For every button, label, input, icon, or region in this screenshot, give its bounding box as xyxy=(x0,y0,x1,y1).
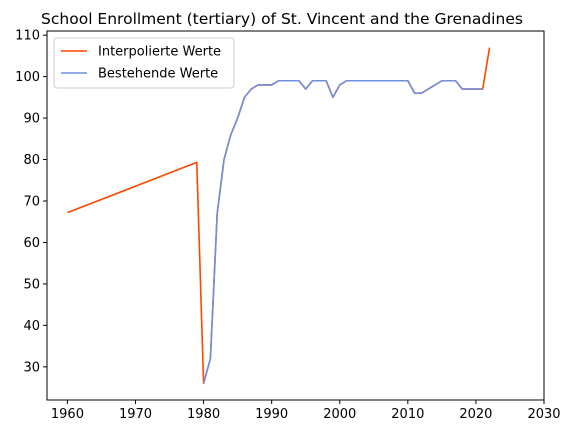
y-tick-label: 60 xyxy=(23,236,40,251)
series-line-existing xyxy=(202,79,483,384)
x-tick-label: 2020 xyxy=(459,407,492,422)
chart-title: School Enrollment (tertiary) of St. Vinc… xyxy=(41,10,523,28)
y-tick-label: 110 xyxy=(15,29,40,44)
x-axis: 1960 1970 1980 1990 2000 2010 2020 2030 xyxy=(51,400,561,422)
y-tick-label: 80 xyxy=(23,153,40,168)
y-tick-label: 100 xyxy=(15,70,40,85)
x-tick-label: 1970 xyxy=(119,407,152,422)
legend-label: Bestehende Werte xyxy=(98,67,218,82)
y-tick-label: 90 xyxy=(23,112,40,127)
series-layer xyxy=(67,47,491,385)
y-axis: 30 40 50 60 70 80 90 100 110 xyxy=(15,29,47,375)
y-tick-label: 50 xyxy=(23,277,40,292)
series-line-interpolated xyxy=(67,47,491,385)
x-tick-label: 2010 xyxy=(391,407,424,422)
legend-box xyxy=(53,37,235,89)
y-tick-label: 70 xyxy=(23,194,40,209)
legend-label: Interpolierte Werte xyxy=(98,45,221,60)
x-tick-label: 1990 xyxy=(255,407,288,422)
y-tick-label: 30 xyxy=(23,360,40,375)
x-tick-label: 1960 xyxy=(51,407,84,422)
y-tick-label: 40 xyxy=(23,319,40,334)
x-tick-label: 1980 xyxy=(187,407,220,422)
x-tick-label: 2000 xyxy=(323,407,356,422)
x-tick-label: 2030 xyxy=(527,407,560,422)
legend: Interpolierte Werte Bestehende Werte xyxy=(53,37,235,89)
plot-frame xyxy=(46,30,545,401)
